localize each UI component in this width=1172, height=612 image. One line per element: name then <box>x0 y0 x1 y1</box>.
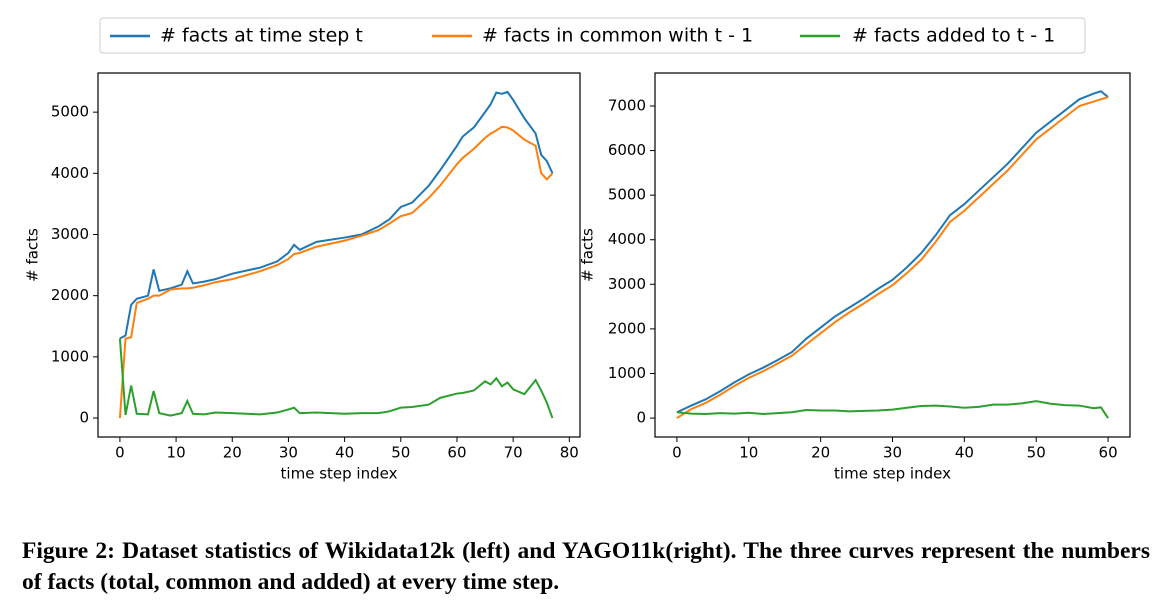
plot-frame <box>97 72 581 438</box>
y-tick-label: 1000 <box>51 347 89 365</box>
legend-label: # facts added to t - 1 <box>852 25 1055 47</box>
x-tick-label: 20 <box>223 444 242 462</box>
y-tick-label: 1000 <box>608 364 646 382</box>
y-tick-label: 6000 <box>608 141 646 159</box>
legend-box <box>99 17 1086 54</box>
plot-frame <box>654 72 1131 438</box>
x-tick-label: 50 <box>391 444 410 462</box>
y-tick-label: 4000 <box>608 230 646 248</box>
x-tick-label: 20 <box>811 444 830 462</box>
x-tick-label: 40 <box>335 444 354 462</box>
y-tick-label: 0 <box>636 409 646 427</box>
series-line <box>118 125 554 419</box>
x-tick-label: 10 <box>167 444 186 462</box>
series-line <box>676 96 1109 419</box>
x-tick-label: 0 <box>115 444 125 462</box>
series-line <box>676 400 1109 419</box>
y-tick-label: 2000 <box>51 286 89 304</box>
legend-label: # facts at time step t <box>160 25 363 47</box>
series-line <box>118 338 554 419</box>
legend-label: # facts in common with t - 1 <box>482 25 753 47</box>
x-tick-label: 70 <box>504 444 523 462</box>
y-tick-label: 2000 <box>608 319 646 337</box>
x-tick-label: 10 <box>739 444 758 462</box>
y-tick-label: 3000 <box>51 225 89 243</box>
y-tick-label: 4000 <box>51 164 89 182</box>
x-tick-label: 60 <box>447 444 466 462</box>
x-tick-label: 0 <box>672 444 682 462</box>
series-line <box>676 90 1109 414</box>
x-axis-label: time step index <box>834 465 951 483</box>
y-tick-label: 5000 <box>608 186 646 204</box>
x-tick-label: 30 <box>883 444 902 462</box>
y-tick-label: 7000 <box>608 96 646 114</box>
y-tick-label: 0 <box>79 409 89 427</box>
figure: # facts at time step t # facts in common … <box>24 17 1131 483</box>
x-tick-label: 40 <box>955 444 974 462</box>
x-tick-label: 60 <box>1099 444 1118 462</box>
y-tick-label: 3000 <box>608 275 646 293</box>
x-tick-label: 30 <box>279 444 298 462</box>
y-tick-label: 5000 <box>51 103 89 121</box>
x-axis-label: time step index <box>281 465 398 483</box>
y-axis-label: # facts <box>24 228 42 282</box>
series-line <box>119 90 554 340</box>
x-tick-label: 50 <box>1027 444 1046 462</box>
caption: Figure 2: Dataset statistics of Wikidata… <box>22 538 1150 595</box>
x-tick-label: 80 <box>560 444 579 462</box>
y-axis-label: # facts <box>579 228 597 282</box>
